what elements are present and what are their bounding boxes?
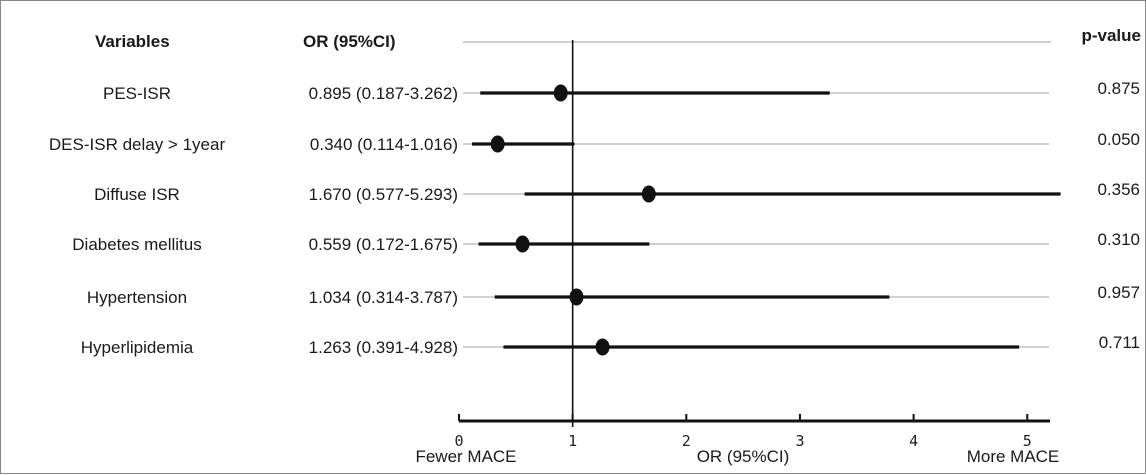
or-ci-label: 0.340 (0.114-1.016) [310, 135, 458, 154]
x-tick-label: 4 [909, 432, 918, 450]
or-point [595, 338, 610, 356]
p-value-label: 0.050 [1097, 130, 1140, 149]
p-value-label: 0.310 [1097, 230, 1140, 249]
or-point [515, 235, 530, 253]
p-value-label: 0.356 [1097, 180, 1140, 199]
or-point [641, 185, 656, 203]
footer-left-label: Fewer MACE [415, 447, 516, 466]
p-value-label: 0.711 [1099, 333, 1140, 352]
variable-label: Diffuse ISR [94, 185, 180, 204]
variable-label: Hyperlipidemia [81, 338, 194, 357]
x-tick-label: 3 [795, 432, 804, 450]
or-ci-label: 0.895 (0.187-3.262) [309, 84, 458, 103]
p-value-label: 0.957 [1097, 283, 1140, 302]
or-point [569, 288, 584, 306]
or-ci-label: 1.670 (0.577-5.293) [309, 185, 458, 204]
variable-label: PES-ISR [103, 84, 171, 103]
x-tick-label: 0 [454, 432, 463, 450]
variable-label: DES-ISR delay > 1year [49, 135, 226, 154]
footer-right-label: More MACE [967, 447, 1060, 466]
or-point [553, 84, 568, 102]
p-value-label: 0.875 [1097, 79, 1140, 98]
header-p-value: p-value [1081, 26, 1141, 45]
x-tick-label: 5 [1023, 432, 1032, 450]
x-tick-label: 1 [568, 432, 577, 450]
or-point [490, 135, 505, 153]
header-variables: Variables [95, 32, 170, 51]
or-ci-label: 1.034 (0.314-3.787) [309, 288, 458, 307]
or-ci-label: 0.559 (0.172-1.675) [309, 235, 458, 254]
footer-center-label: OR (95%CI) [697, 447, 790, 466]
variable-label: Diabetes mellitus [72, 235, 201, 254]
x-tick-label: 2 [682, 432, 691, 450]
header-or: OR (95%CI) [303, 32, 396, 51]
variable-label: Hypertension [87, 288, 187, 307]
or-ci-label: 1.263 (0.391-4.928) [309, 338, 458, 357]
